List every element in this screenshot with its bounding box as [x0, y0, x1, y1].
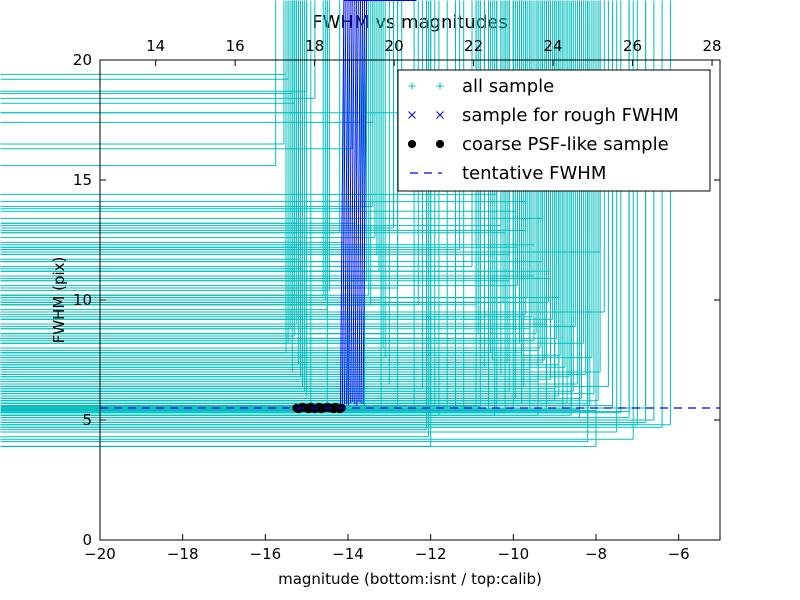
- legend-swatch-marker: [408, 111, 416, 119]
- legend-swatch-marker: [408, 82, 416, 90]
- data-point-plus: [0, 0, 456, 411]
- data-point-plus: [0, 0, 289, 344]
- legend-box: [397, 69, 711, 192]
- data-point-plus: [0, 0, 448, 409]
- y-tick-label: 10: [73, 291, 92, 309]
- legend-swatch-marker: [435, 139, 445, 149]
- legend: all sample sample for rough FWHM coarse PS…: [397, 69, 711, 192]
- y-tick-label: 20: [73, 51, 92, 69]
- data-point-plus: [0, 0, 306, 392]
- legend-swatch-marker: [436, 82, 444, 90]
- data-point-plus: [0, 0, 328, 408]
- data-point-plus: [0, 0, 399, 408]
- x-axis-label: magnitude (bottom:isnt / top:calib): [278, 570, 542, 588]
- x-tick-label: −16: [250, 545, 282, 563]
- y-axis-label: FWHM (pix): [50, 257, 68, 344]
- legend-label: sample for rough FWHM: [462, 105, 679, 126]
- top-tick-label: 14: [146, 37, 165, 55]
- y-tick-label: 5: [82, 411, 92, 429]
- data-point-plus: [0, 0, 299, 366]
- x-tick-label: −8: [585, 545, 607, 563]
- data-point-plus: [0, 0, 477, 407]
- legend-label: coarse PSF-like sample: [462, 134, 669, 155]
- x-tick-label: −18: [167, 545, 199, 563]
- top-tick-label: 26: [623, 37, 642, 55]
- axis-ticks: −20 −18 −16 −14 −12 −10 −8 −6 14 16 18 20 22 24 26 28 0 5…: [73, 37, 722, 563]
- data-point-plus: [0, 0, 316, 99]
- chart-title: FWHM vs magnitudes: [312, 12, 507, 33]
- data-point-plus: [0, 0, 341, 234]
- x-tick-label: −6: [668, 545, 690, 563]
- data-point-plus: [0, 0, 277, 167]
- data-point-plus: [0, 0, 289, 80]
- x-tick-label: −20: [84, 545, 116, 563]
- data-marks: [0, 0, 671, 447]
- legend-label: all sample: [462, 76, 554, 97]
- data-point-plus: [0, 0, 436, 407]
- legend-label: tentative FWHM: [462, 163, 606, 184]
- legend-swatch-marker: [436, 111, 444, 119]
- x-tick-label: −10: [498, 545, 530, 563]
- legend-swatch-marker: [407, 139, 417, 149]
- x-tick-label: −14: [332, 545, 364, 563]
- data-point-plus: [0, 0, 303, 114]
- data-point-plus: [0, 0, 370, 296]
- x-tick-label: −12: [415, 545, 447, 563]
- data-point-plus: [0, 0, 299, 224]
- top-tick-label: 28: [703, 37, 722, 55]
- y-tick-label: 0: [82, 531, 92, 549]
- data-point-plus: [0, 0, 374, 207]
- top-tick-label: 20: [385, 37, 404, 55]
- data-point-plus: [0, 0, 671, 426]
- data-point-plus: [0, 0, 382, 409]
- data-point-plus: [0, 0, 376, 239]
- data-point-plus: [0, 0, 357, 224]
- data-point-plus: [0, 0, 301, 378]
- top-tick-label: 16: [226, 37, 245, 55]
- data-point-dot: [335, 405, 344, 414]
- top-tick-label: 22: [464, 37, 483, 55]
- y-tick-label: 15: [73, 171, 92, 189]
- top-tick-label: 24: [544, 37, 563, 55]
- top-tick-label: 18: [305, 37, 324, 55]
- data-point-plus: [0, 0, 285, 145]
- data-point-x: [361, 1, 407, 407]
